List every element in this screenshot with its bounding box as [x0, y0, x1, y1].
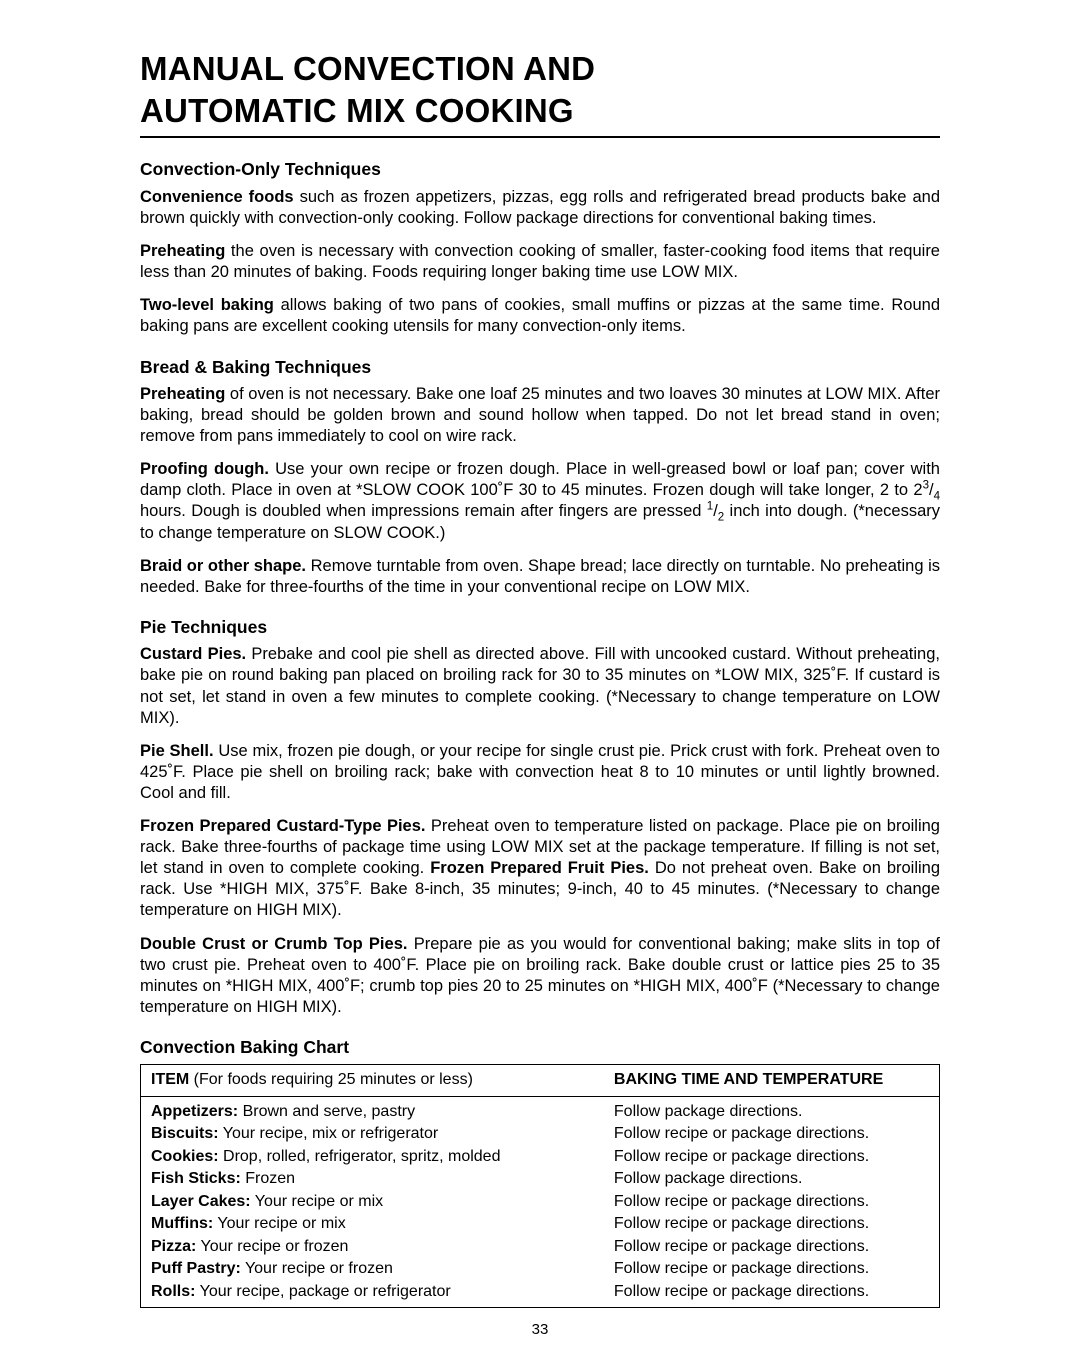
para-lead: Proofing dough. [140, 460, 269, 478]
section-heading-convection: Convection-Only Techniques [140, 158, 940, 180]
paragraph: Preheating of oven is not necessary. Bak… [140, 384, 940, 447]
section-heading-bread: Bread & Baking Techniques [140, 356, 940, 378]
table-row: Muffins: Your recipe or mix Follow recip… [141, 1213, 940, 1235]
para-lead: Two-level baking [140, 296, 274, 314]
paragraph: Proofing dough. Use your own recipe or f… [140, 459, 940, 543]
paragraph: Convenience foods such as frozen appetiz… [140, 187, 940, 229]
page-number: 33 [140, 1320, 940, 1339]
title-underline [140, 136, 940, 138]
paragraph: Two-level baking allows baking of two pa… [140, 295, 940, 337]
paragraph: Preheating the oven is necessary with co… [140, 241, 940, 283]
para-body: of oven is not necessary. Bake one loaf … [140, 385, 940, 445]
table-row: Cookies: Drop, rolled, refrigerator, spr… [141, 1146, 940, 1168]
para-lead: Custard Pies. [140, 645, 246, 663]
table-row: Puff Pastry: Your recipe or frozen Follo… [141, 1258, 940, 1280]
para-lead: Frozen Prepared Custard-Type Pies. [140, 817, 426, 835]
table-row: Rolls: Your recipe, package or refrigera… [141, 1281, 940, 1308]
para-lead: Convenience foods [140, 188, 294, 206]
page-title-line1: MANUAL CONVECTION AND [140, 48, 940, 90]
paragraph: Double Crust or Crumb Top Pies. Prepare … [140, 934, 940, 1018]
paragraph: Pie Shell. Use mix, frozen pie dough, or… [140, 741, 940, 804]
paragraph: Custard Pies. Prebake and cool pie shell… [140, 644, 940, 728]
para-lead-inline: Frozen Prepared Fruit Pies. [430, 859, 649, 877]
section-heading-pie: Pie Techniques [140, 616, 940, 638]
table-row: Fish Sticks: Frozen Follow package direc… [141, 1168, 940, 1190]
paragraph: Braid or other shape. Remove turntable f… [140, 556, 940, 598]
para-lead: Preheating [140, 385, 225, 403]
fraction: 3/4 [923, 481, 940, 499]
table-row: Appetizers: Brown and serve, pastry Foll… [141, 1096, 940, 1123]
table-row: Biscuits: Your recipe, mix or refrigerat… [141, 1123, 940, 1145]
table-row: Pizza: Your recipe or frozen Follow reci… [141, 1236, 940, 1258]
convection-baking-chart: ITEM (For foods requiring 25 minutes or … [140, 1064, 940, 1308]
page-title-line2: AUTOMATIC MIX COOKING [140, 90, 940, 132]
para-lead: Double Crust or Crumb Top Pies. [140, 935, 407, 953]
para-lead: Braid or other shape. [140, 557, 306, 575]
para-body: Use mix, frozen pie dough, or your recip… [140, 742, 940, 802]
fraction: 1/2 [707, 502, 724, 520]
para-lead: Preheating [140, 242, 225, 260]
para-body: Prebake and cool pie shell as directed a… [140, 645, 940, 726]
section-heading-chart: Convection Baking Chart [140, 1036, 940, 1058]
paragraph: Frozen Prepared Custard-Type Pies. Prehe… [140, 816, 940, 922]
table-header-baking: BAKING TIME AND TEMPERATURE [604, 1065, 940, 1096]
table-row: Layer Cakes: Your recipe or mix Follow r… [141, 1191, 940, 1213]
para-body: the oven is necessary with convection co… [140, 242, 940, 281]
table-header-item: ITEM (For foods requiring 25 minutes or … [141, 1065, 604, 1096]
para-body: hours. Dough is doubled when impressions… [140, 502, 707, 520]
table-header-row: ITEM (For foods requiring 25 minutes or … [141, 1065, 940, 1096]
para-lead: Pie Shell. [140, 742, 214, 760]
